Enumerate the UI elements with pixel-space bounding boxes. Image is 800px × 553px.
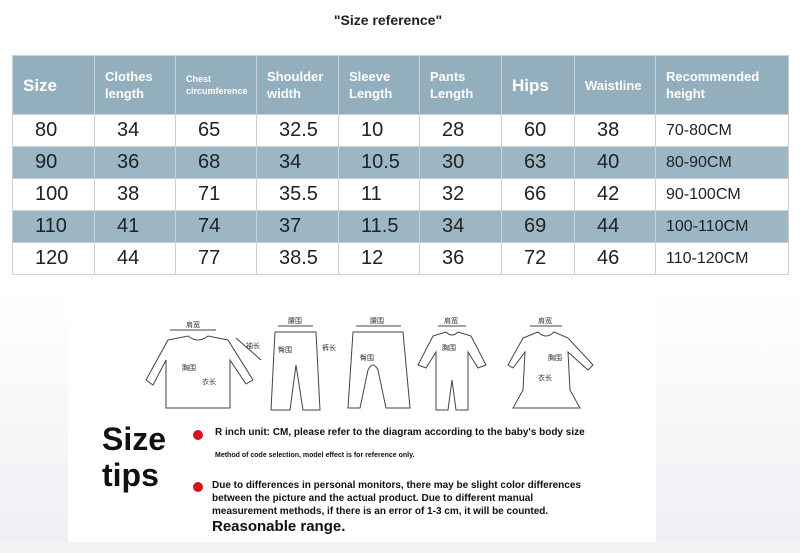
header-shoulder: Shoulder width <box>256 55 339 115</box>
shorts-diagram: 腰围 臀围 <box>347 317 411 409</box>
table-cell: 74 <box>175 210 257 243</box>
label-waist: 腰围 <box>288 317 302 325</box>
table-cell: 28 <box>419 114 502 147</box>
table-cell: 71 <box>175 178 257 211</box>
pants-diagram: 腰围 臀围 裤长 <box>270 317 336 411</box>
table-cell: 10.5 <box>338 146 420 179</box>
table-row: 120 44 77 38.5 12 36 72 46 110-120CM <box>12 242 789 275</box>
table-cell: 77 <box>175 242 257 275</box>
table-cell: 110-120CM <box>655 242 789 275</box>
background <box>0 290 68 541</box>
header-hips: Hips <box>501 55 575 115</box>
table-cell: 44 <box>574 210 656 243</box>
table-cell: 30 <box>419 146 502 179</box>
label-hip: 臀围 <box>278 346 292 354</box>
header-chest: Chest circumference <box>175 55 257 115</box>
header-pants: Pants Length <box>419 55 502 115</box>
header-size: Size <box>12 55 95 115</box>
label-shoulder: 肩宽 <box>538 316 552 325</box>
table-cell: 72 <box>501 242 575 275</box>
label-chest: 胸围 <box>182 363 196 372</box>
header-row: Size Clothes length Chest circumference … <box>12 55 789 115</box>
table-cell: 46 <box>574 242 656 275</box>
table-cell: 66 <box>501 178 575 211</box>
table-cell: 11.5 <box>338 210 420 243</box>
table-cell: 38.5 <box>256 242 339 275</box>
table-row: 110 41 74 37 11.5 34 69 44 100-110CM <box>12 210 789 243</box>
table-cell: 37 <box>256 210 339 243</box>
label-chest: 胸围 <box>442 343 456 352</box>
size-tips-panel: 肩宽 袖长 胸围 衣长 腰围 臀围 裤长 腰围 臀围 肩宽 胸围 肩宽 <box>68 310 656 542</box>
table-cell: 11 <box>338 178 420 211</box>
chart-title: "Size reference" <box>333 12 443 28</box>
table-cell: 100 <box>12 178 95 211</box>
table-cell: 63 <box>501 146 575 179</box>
table-row: 100 38 71 35.5 11 32 66 42 90-100CM <box>12 178 789 211</box>
label-hip: 臀围 <box>360 354 374 362</box>
table-cell: 41 <box>94 210 176 243</box>
label-length: 衣长 <box>538 373 552 382</box>
table-cell: 42 <box>574 178 656 211</box>
table-cell: 80 <box>12 114 95 147</box>
table-cell: 36 <box>419 242 502 275</box>
header-sleeve: Sleeve Length <box>338 55 420 115</box>
table-cell: 40 <box>574 146 656 179</box>
tip-line-1-sub: Method of code selection, model effect i… <box>215 452 415 459</box>
table-cell: 110 <box>12 210 95 243</box>
table-cell: 32 <box>419 178 502 211</box>
table-cell: 35.5 <box>256 178 339 211</box>
background <box>656 290 800 541</box>
tip-line-2: Due to differences in personal monitors,… <box>212 480 581 517</box>
table-cell: 70-80CM <box>655 114 789 147</box>
table-cell: 12 <box>338 242 420 275</box>
heading-line-2: tips <box>102 457 159 493</box>
table-cell: 10 <box>338 114 420 147</box>
table-cell: 38 <box>574 114 656 147</box>
shirt-diagram: 肩宽 袖长 胸围 衣长 <box>145 320 262 409</box>
table-cell: 65 <box>175 114 257 147</box>
romper-diagram: 肩宽 胸围 <box>417 316 487 411</box>
label-length: 衣长 <box>202 377 216 386</box>
table-cell: 34 <box>94 114 176 147</box>
bullet-icon <box>193 430 203 440</box>
label-pants: 裤长 <box>322 343 336 352</box>
header-waistline: Waistline <box>574 55 656 115</box>
header-clothes-length: Clothes length <box>94 55 176 115</box>
tip-line-1: R inch unit: CM, please refer to the dia… <box>215 427 585 438</box>
table-cell: 36 <box>94 146 176 179</box>
garment-diagrams: 肩宽 袖长 胸围 衣长 腰围 臀围 裤长 腰围 臀围 肩宽 胸围 肩宽 <box>145 316 594 411</box>
size-table: Size Clothes length Chest circumference … <box>12 55 789 275</box>
table-cell: 34 <box>419 210 502 243</box>
table-cell: 69 <box>501 210 575 243</box>
table-cell: 68 <box>175 146 257 179</box>
label-shoulder: 肩宽 <box>186 320 200 329</box>
table-cell: 100-110CM <box>655 210 789 243</box>
label-waist: 腰围 <box>370 317 384 325</box>
size-tips-heading: Size tips <box>102 421 166 493</box>
bullet-icon <box>193 482 203 492</box>
background <box>0 541 800 553</box>
label-sleeve: 袖长 <box>246 341 260 350</box>
table-cell: 80-90CM <box>655 146 789 179</box>
table-cell: 90 <box>12 146 95 179</box>
label-shoulder: 肩宽 <box>444 316 458 325</box>
header-height: Recommended height <box>655 55 789 115</box>
table-cell: 120 <box>12 242 95 275</box>
table-cell: 60 <box>501 114 575 147</box>
table-cell: 32.5 <box>256 114 339 147</box>
tip-line-3: Reasonable range. <box>212 518 346 535</box>
table-cell: 38 <box>94 178 176 211</box>
dress-diagram: 肩宽 胸围 衣长 <box>507 316 594 409</box>
table-row: 90 36 68 34 10.5 30 63 40 80-90CM <box>12 146 789 179</box>
table-cell: 44 <box>94 242 176 275</box>
table-row: 80 34 65 32.5 10 28 60 38 70-80CM <box>12 114 789 147</box>
heading-line-1: Size <box>102 421 167 457</box>
table-cell: 34 <box>256 146 339 179</box>
table-cell: 90-100CM <box>655 178 789 211</box>
label-chest: 胸围 <box>548 353 562 362</box>
